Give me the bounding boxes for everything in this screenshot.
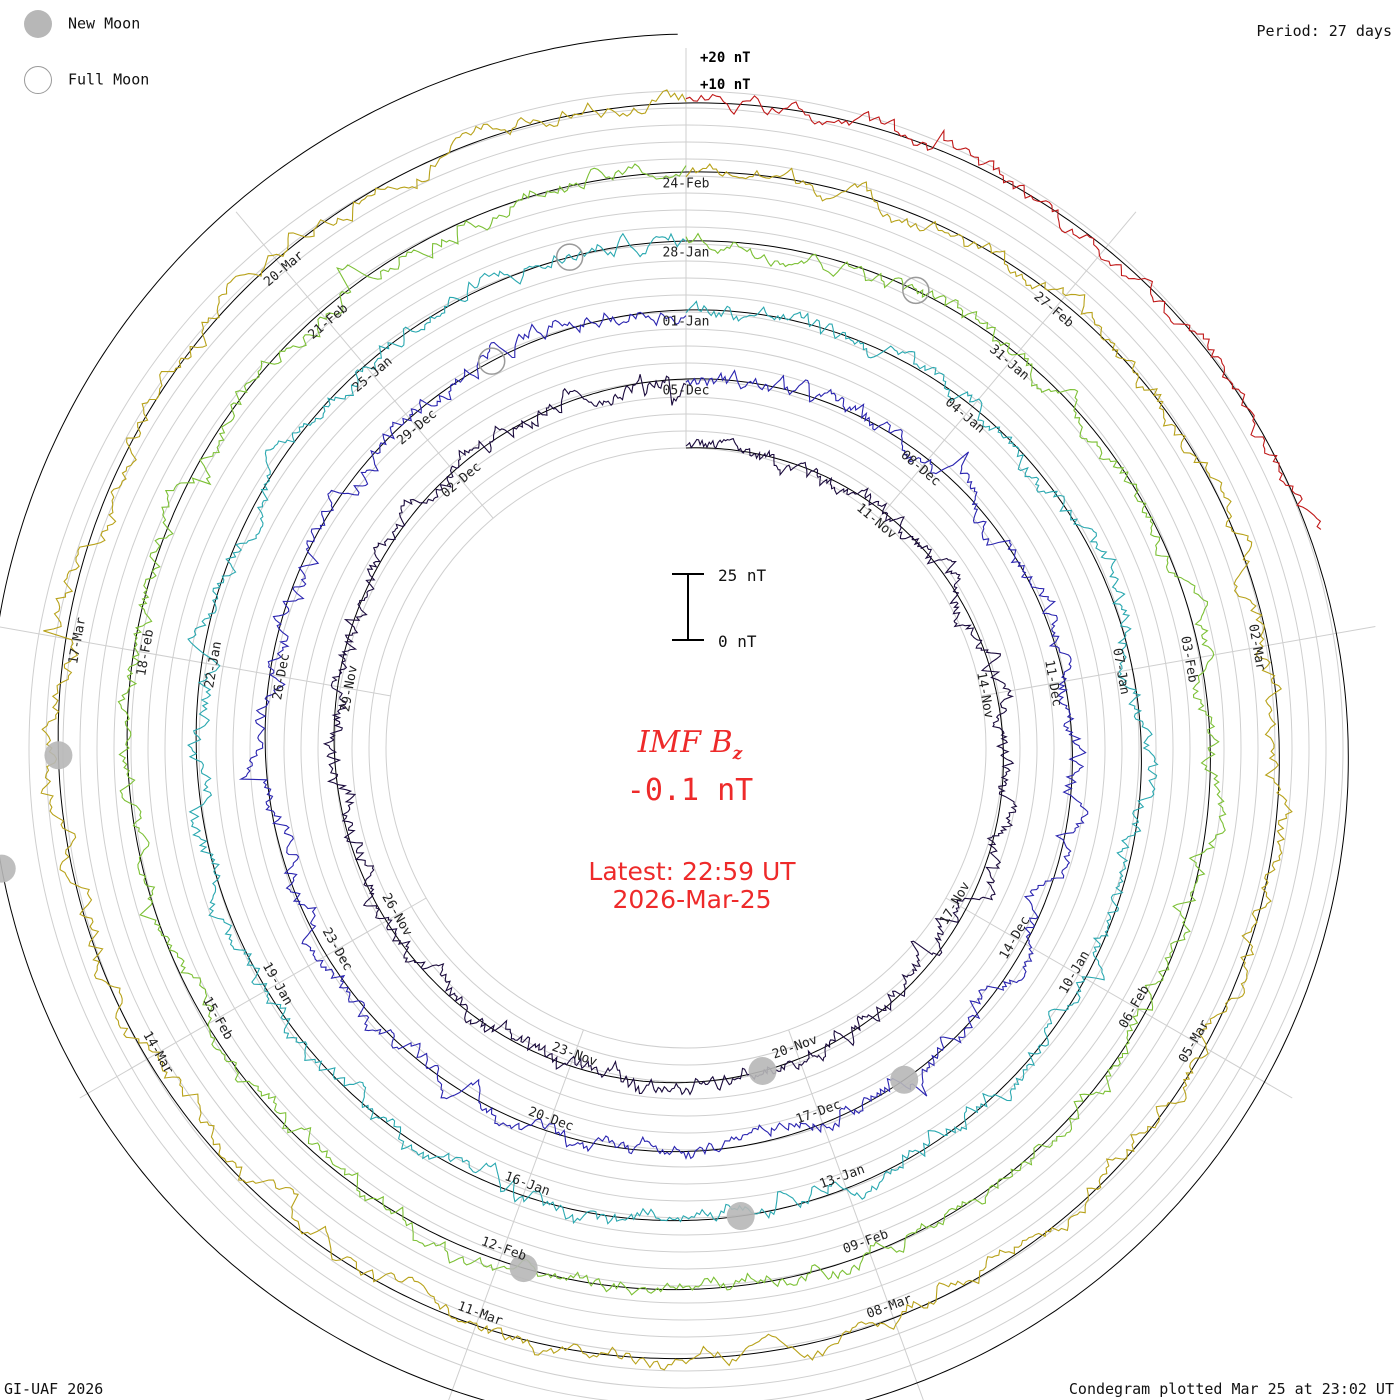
- legend-full-moon: Full Moon: [24, 66, 149, 94]
- date-label: 23-Nov: [550, 1040, 599, 1070]
- ring-scale-10: +10 nT: [700, 77, 751, 93]
- new-moon-marker: [0, 854, 16, 883]
- new-moon-icon: [24, 10, 52, 38]
- date-label: 15-Feb: [199, 994, 236, 1042]
- legend-full-moon-label: Full Moon: [68, 70, 150, 89]
- latest-timestamp: Latest: 22:59 UT 2026-Mar-25: [520, 858, 864, 914]
- day-spoke: [981, 625, 1376, 697]
- ring-scale-20: +20 nT: [700, 50, 751, 66]
- center-value: -0.1 nT: [626, 773, 754, 808]
- legend-new-moon: New Moon: [24, 10, 140, 38]
- date-label: 02-Mar: [1245, 623, 1268, 672]
- scale-bar: 25 nT 0 nT: [672, 566, 767, 651]
- date-label: 17-Mar: [66, 616, 89, 665]
- date-label: 11-Mar: [455, 1299, 504, 1329]
- date-label: 17-Dec: [794, 1097, 843, 1127]
- new-moon-marker: [726, 1202, 755, 1231]
- full-moon-marker: [477, 347, 506, 375]
- new-moon-marker: [509, 1254, 538, 1283]
- date-label: 22-Jan: [202, 640, 225, 689]
- date-label: 27-Feb: [1031, 289, 1077, 331]
- center-title-main: IMF B: [637, 725, 733, 760]
- date-label: 14-Mar: [139, 1029, 176, 1077]
- new-moon-marker: [44, 741, 73, 770]
- ring-scale-labels: +20 nT +10 nT: [700, 50, 751, 93]
- full-moon-icon: [24, 66, 52, 94]
- full-moon-marker: [555, 243, 584, 271]
- day-spoke: [0, 626, 391, 697]
- new-moon-marker: [890, 1065, 919, 1094]
- center-title-sub: z: [732, 744, 743, 764]
- date-label: 28-Jan: [663, 246, 710, 261]
- bz-trace-dec-jan: [238, 311, 1089, 1160]
- date-label: 10-Jan: [1057, 948, 1093, 996]
- bz-trace-jan: [187, 232, 1159, 1225]
- plotted-label: Condegram plotted Mar 25 at 23:02 UT: [1068, 1380, 1394, 1398]
- bz-trace-jan-feb: [117, 163, 1227, 1296]
- date-label: 12-Feb: [479, 1234, 528, 1264]
- zero-spiral: [0, 33, 1349, 1400]
- new-moon-marker: [748, 1056, 777, 1085]
- date-label: 07-Jan: [1109, 647, 1132, 696]
- date-label: 23-Dec: [319, 925, 355, 973]
- bz-trace-feb-mar: [40, 89, 1293, 1371]
- date-label: 24-Feb: [663, 177, 710, 192]
- date-label: 26-Nov: [378, 891, 415, 939]
- scale-high-label: 25 nT: [718, 566, 767, 585]
- scale-low-label: 0 nT: [718, 632, 757, 651]
- day-spoke: [945, 897, 1293, 1099]
- period-label: Period: 27 days: [1256, 22, 1392, 40]
- date-label: 02-Dec: [439, 460, 485, 502]
- day-spoke: [878, 211, 1137, 519]
- date-label: 08-Mar: [865, 1292, 914, 1322]
- zero-reference-rings: [0, 33, 1349, 1400]
- credit-label: GI-UAF 2026: [4, 1380, 104, 1398]
- moon-markers: [0, 243, 930, 1283]
- date-label: 05-Dec: [663, 384, 710, 399]
- date-label: 20-Nov: [770, 1032, 819, 1062]
- legend-new-moon-label: New Moon: [68, 14, 141, 33]
- day-spoke: [448, 1029, 584, 1400]
- latest-time: Latest: 22:59 UT: [588, 857, 796, 886]
- bz-trace-mar: [685, 93, 1322, 530]
- bz-trace-nov-dec: [322, 374, 1018, 1096]
- date-label: 01-Jan: [663, 315, 710, 330]
- day-spoke: [235, 211, 494, 519]
- day-spokes: [0, 48, 1376, 1400]
- latest-date: 2026-Mar-25: [612, 885, 772, 914]
- center-title: IMF Bz: [600, 725, 780, 764]
- date-label: 16-Jan: [503, 1169, 552, 1199]
- date-label: 29-Dec: [394, 407, 440, 449]
- date-label: 21-Feb: [306, 301, 352, 343]
- full-moon-marker: [902, 276, 930, 305]
- bz-traces: [40, 89, 1322, 1371]
- day-spoke: [788, 1029, 924, 1400]
- day-spoke: [79, 897, 427, 1099]
